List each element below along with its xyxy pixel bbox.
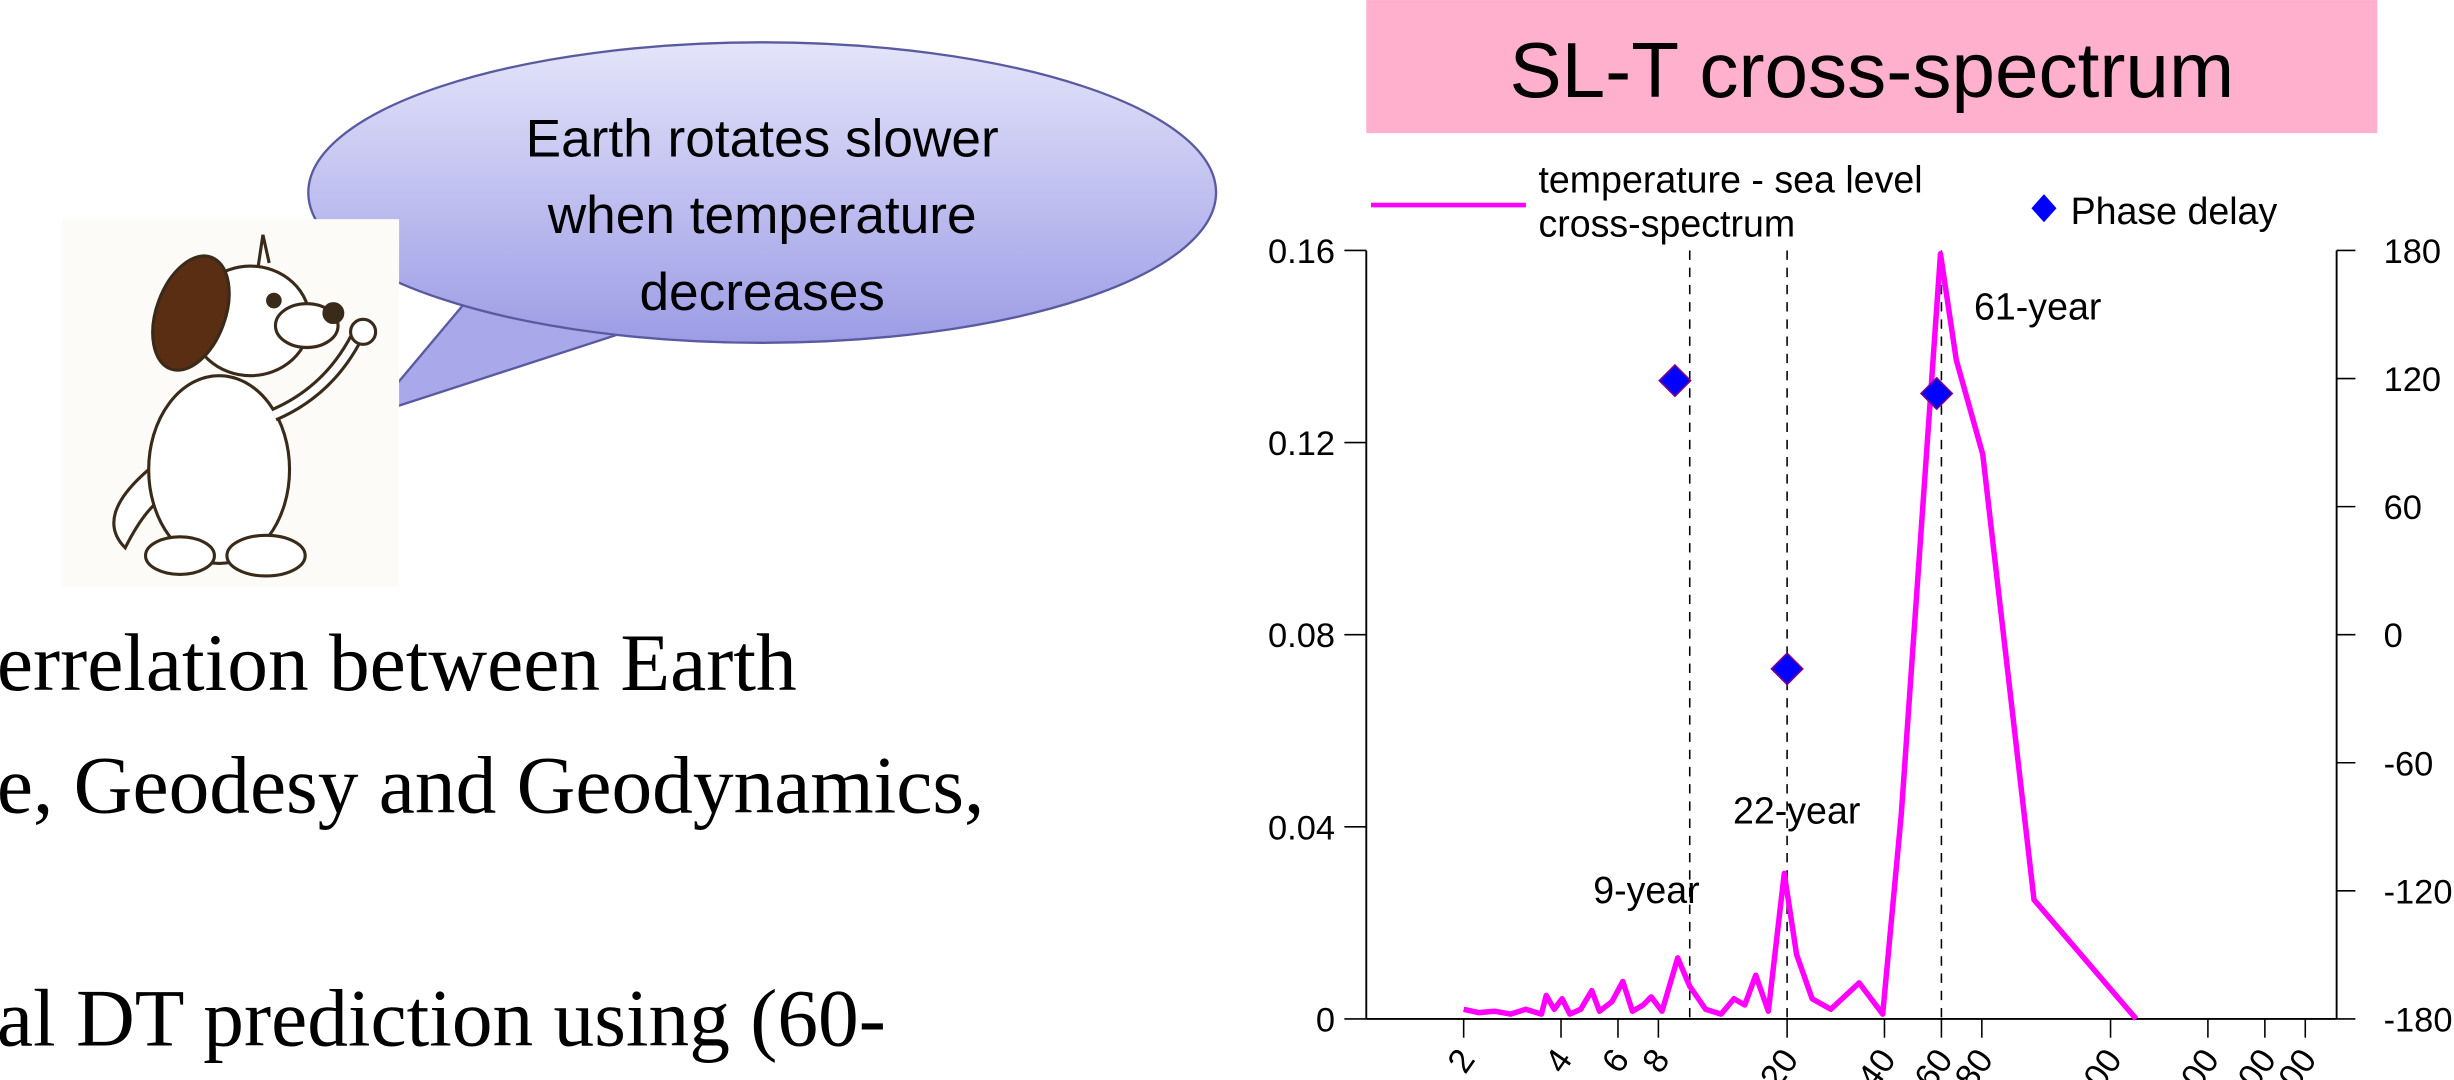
spectrum-line xyxy=(1463,251,2139,1021)
y-tick-label: 0.04 xyxy=(1268,809,1335,847)
y2-tick-label: -180 xyxy=(2384,1001,2453,1039)
legend-marker-swatch xyxy=(2031,194,2057,223)
y2-tick-label: 60 xyxy=(2384,489,2422,527)
y2-tick-label: -60 xyxy=(2384,745,2434,783)
speech-bubble: Earth rotates slower when temperature de… xyxy=(307,41,1218,418)
y2-tick-label: 120 xyxy=(2384,361,2441,399)
dog-illustration xyxy=(62,219,400,587)
x-tick-label: 4 xyxy=(1538,1042,1580,1079)
x-tick-label: 400 xyxy=(2163,1042,2227,1080)
x-tick-label: 20 xyxy=(1753,1042,1806,1080)
y-tick-label: 0 xyxy=(1316,1001,1335,1039)
x-tick-label: 2 xyxy=(1441,1042,1483,1079)
y-tick-label: 0.16 xyxy=(1268,233,1335,271)
body-text-line: errelation between Earth xyxy=(0,617,797,708)
callout-line: when temperature xyxy=(547,186,977,245)
x-tick-label: 8 xyxy=(1635,1042,1677,1079)
phase-marker xyxy=(1770,652,1804,686)
phase-marker xyxy=(1919,376,1954,411)
x-tick-label: 6 xyxy=(1595,1042,1637,1079)
title-box xyxy=(1366,0,2378,134)
legend-label: Phase delay xyxy=(2071,190,2278,232)
body-text-line: al DT prediction using (60- xyxy=(0,973,886,1064)
legend-label: temperature - sea level cross-spectrum xyxy=(1538,159,1923,246)
y-tick-label: 0.12 xyxy=(1268,425,1335,463)
phase-marker xyxy=(1658,363,1692,398)
x-tick-label: 80 xyxy=(1948,1042,2001,1080)
bubble-body xyxy=(307,41,1218,344)
callout-line: decreases xyxy=(639,263,884,322)
legend-entry: temperature - sea level cross-spectrum xyxy=(1538,159,1923,246)
annotation: 9-year xyxy=(1593,869,1699,911)
y2-tick-label: 0 xyxy=(2384,617,2403,655)
body-text-line: e, Geodesy and Geodynamics, xyxy=(0,739,984,830)
chart-title: SL-T cross-spectrum xyxy=(1509,26,2234,114)
y2-tick-label: 180 xyxy=(2384,233,2441,271)
x-tick-label: 40 xyxy=(1850,1042,1903,1080)
x-tick-label: 200 xyxy=(2066,1042,2130,1080)
annotation: 22-year xyxy=(1733,789,1860,831)
y-tick-label: 0.08 xyxy=(1268,617,1335,655)
annotation: 61-year xyxy=(1974,285,2101,327)
y2-tick-label: -120 xyxy=(2384,873,2453,911)
callout-line: Earth rotates slower xyxy=(526,110,999,169)
